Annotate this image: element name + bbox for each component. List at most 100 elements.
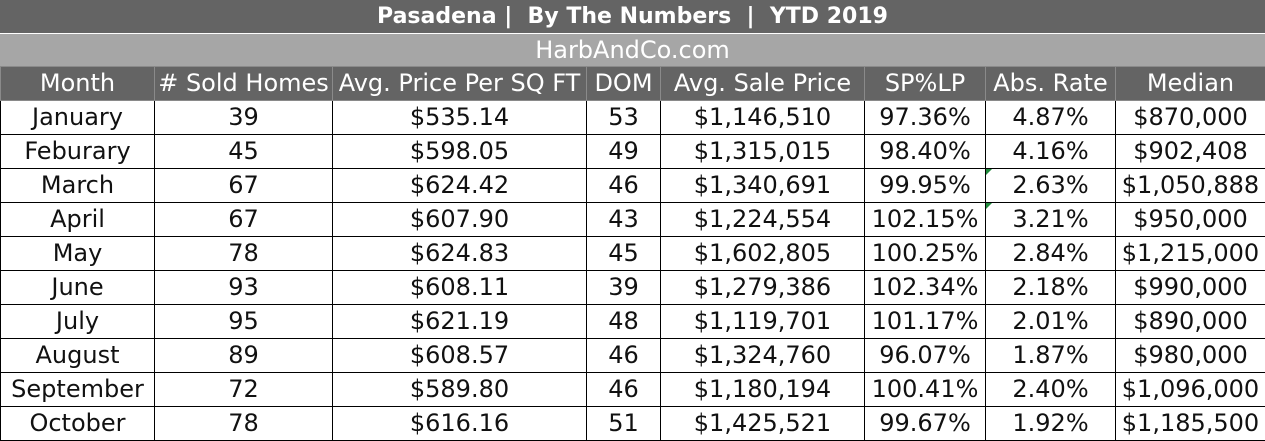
table-cell[interactable]: June [1, 271, 155, 305]
table-cell[interactable]: 67 [155, 203, 333, 237]
table-cell[interactable]: $624.83 [333, 237, 587, 271]
table-cell[interactable]: 39 [587, 271, 661, 305]
table-cell[interactable]: 1.92% [986, 407, 1116, 441]
table-cell[interactable]: September [1, 373, 155, 407]
table-cell[interactable]: $1,215,000 [1116, 237, 1265, 271]
table-cell[interactable]: 2.84% [986, 237, 1116, 271]
table-cell[interactable]: 45 [587, 237, 661, 271]
table-cell[interactable]: $1,119,701 [661, 305, 865, 339]
table-cell[interactable]: 100.41% [865, 373, 986, 407]
table-cell[interactable]: $1,146,510 [661, 101, 865, 135]
table-cell[interactable]: 1.87% [986, 339, 1116, 373]
table-cell[interactable]: 2.18% [986, 271, 1116, 305]
table-cell[interactable]: 97.36% [865, 101, 986, 135]
column-header-month[interactable]: Month [1, 67, 155, 101]
table-cell[interactable]: 95 [155, 305, 333, 339]
table-row: April 67 $607.90 43 $1,224,554 102.15% 3… [1, 203, 1265, 237]
table-cell[interactable]: 99.67% [865, 407, 986, 441]
column-header-dom[interactable]: DOM [587, 67, 661, 101]
table-cell[interactable]: 98.40% [865, 135, 986, 169]
table-cell[interactable]: 89 [155, 339, 333, 373]
header-row: Month # Sold Homes Avg. Price Per SQ FT … [1, 67, 1265, 101]
table-row: October 78 $616.16 51 $1,425,521 99.67% … [1, 407, 1265, 441]
table-cell[interactable]: $598.05 [333, 135, 587, 169]
column-header-price-per-sqft[interactable]: Avg. Price Per SQ FT [333, 67, 587, 101]
table-row: March 67 $624.42 46 $1,340,691 99.95% 2.… [1, 169, 1265, 203]
table-cell[interactable]: $1,340,691 [661, 169, 865, 203]
table-cell[interactable]: 51 [587, 407, 661, 441]
table-cell[interactable]: $1,315,015 [661, 135, 865, 169]
table-row: May 78 $624.83 45 $1,602,805 100.25% 2.8… [1, 237, 1265, 271]
table-cell[interactable]: July [1, 305, 155, 339]
table-cell[interactable]: 46 [587, 339, 661, 373]
table-cell[interactable]: $1,279,386 [661, 271, 865, 305]
column-header-avg-sale-price[interactable]: Avg. Sale Price [661, 67, 865, 101]
table-row: Feburary 45 $598.05 49 $1,315,015 98.40%… [1, 135, 1265, 169]
table-cell[interactable]: 93 [155, 271, 333, 305]
table-cell[interactable]: 43 [587, 203, 661, 237]
table-cell[interactable]: $990,000 [1116, 271, 1265, 305]
table-cell[interactable]: $616.16 [333, 407, 587, 441]
table-cell[interactable]: 48 [587, 305, 661, 339]
table-cell[interactable]: $1,180,194 [661, 373, 865, 407]
table-cell[interactable]: 4.87% [986, 101, 1116, 135]
table-cell[interactable]: 4.16% [986, 135, 1116, 169]
table-cell[interactable]: 102.34% [865, 271, 986, 305]
table-cell[interactable]: Feburary [1, 135, 155, 169]
table-cell[interactable]: $1,224,554 [661, 203, 865, 237]
table-cell[interactable]: 46 [587, 169, 661, 203]
table-cell[interactable]: 100.25% [865, 237, 986, 271]
table-cell[interactable]: August [1, 339, 155, 373]
table-cell[interactable]: $980,000 [1116, 339, 1265, 373]
table-cell[interactable]: $950,000 [1116, 203, 1265, 237]
table-cell[interactable]: April [1, 203, 155, 237]
table-cell[interactable]: March [1, 169, 155, 203]
table-cell[interactable]: $535.14 [333, 101, 587, 135]
table-cell[interactable]: 45 [155, 135, 333, 169]
table-cell[interactable]: $1,602,805 [661, 237, 865, 271]
table-cell[interactable]: 53 [587, 101, 661, 135]
table-cell[interactable]: $589.80 [333, 373, 587, 407]
table-cell[interactable]: 102.15% [865, 203, 986, 237]
table-cell[interactable]: 99.95% [865, 169, 986, 203]
table-cell[interactable]: 49 [587, 135, 661, 169]
column-header-abs-rate[interactable]: Abs. Rate [986, 67, 1116, 101]
table-row: January 39 $535.14 53 $1,146,510 97.36% … [1, 101, 1265, 135]
table-cell[interactable]: $1,096,000 [1116, 373, 1265, 407]
table-cell[interactable]: 67 [155, 169, 333, 203]
table-cell[interactable]: 3.21% [986, 203, 1116, 237]
column-header-sp-lp[interactable]: SP%LP [865, 67, 986, 101]
table-cell[interactable]: $1,050,888 [1116, 169, 1265, 203]
table-cell[interactable]: 78 [155, 407, 333, 441]
site-banner: HarbAndCo.com [0, 34, 1265, 66]
table-cell[interactable]: $902,408 [1116, 135, 1265, 169]
column-header-median[interactable]: Median [1116, 67, 1265, 101]
table-cell[interactable]: 2.63% [986, 169, 1116, 203]
table-cell[interactable]: May [1, 237, 155, 271]
table-row: June 93 $608.11 39 $1,279,386 102.34% 2.… [1, 271, 1265, 305]
table-cell[interactable]: $624.42 [333, 169, 587, 203]
column-header-sold-homes[interactable]: # Sold Homes [155, 67, 333, 101]
table-cell[interactable]: $870,000 [1116, 101, 1265, 135]
table-cell[interactable]: $1,324,760 [661, 339, 865, 373]
table-cell[interactable]: 101.17% [865, 305, 986, 339]
table-cell[interactable]: 78 [155, 237, 333, 271]
table-cell[interactable]: 72 [155, 373, 333, 407]
table-cell[interactable]: January [1, 101, 155, 135]
table-cell[interactable]: $621.19 [333, 305, 587, 339]
table-row: September 72 $589.80 46 $1,180,194 100.4… [1, 373, 1265, 407]
table-cell[interactable]: 2.01% [986, 305, 1116, 339]
table-cell[interactable]: $1,185,500 [1116, 407, 1265, 441]
table-cell[interactable]: $608.11 [333, 271, 587, 305]
table-cell[interactable]: 39 [155, 101, 333, 135]
table-cell[interactable]: October [1, 407, 155, 441]
page-title: Pasadena | By The Numbers | YTD 2019 [0, 0, 1265, 34]
table-cell[interactable]: $607.90 [333, 203, 587, 237]
table-cell[interactable]: 96.07% [865, 339, 986, 373]
table-cell[interactable]: 2.40% [986, 373, 1116, 407]
table-cell[interactable]: 46 [587, 373, 661, 407]
table-cell[interactable]: $890,000 [1116, 305, 1265, 339]
table-cell[interactable]: $608.57 [333, 339, 587, 373]
table-cell[interactable]: $1,425,521 [661, 407, 865, 441]
